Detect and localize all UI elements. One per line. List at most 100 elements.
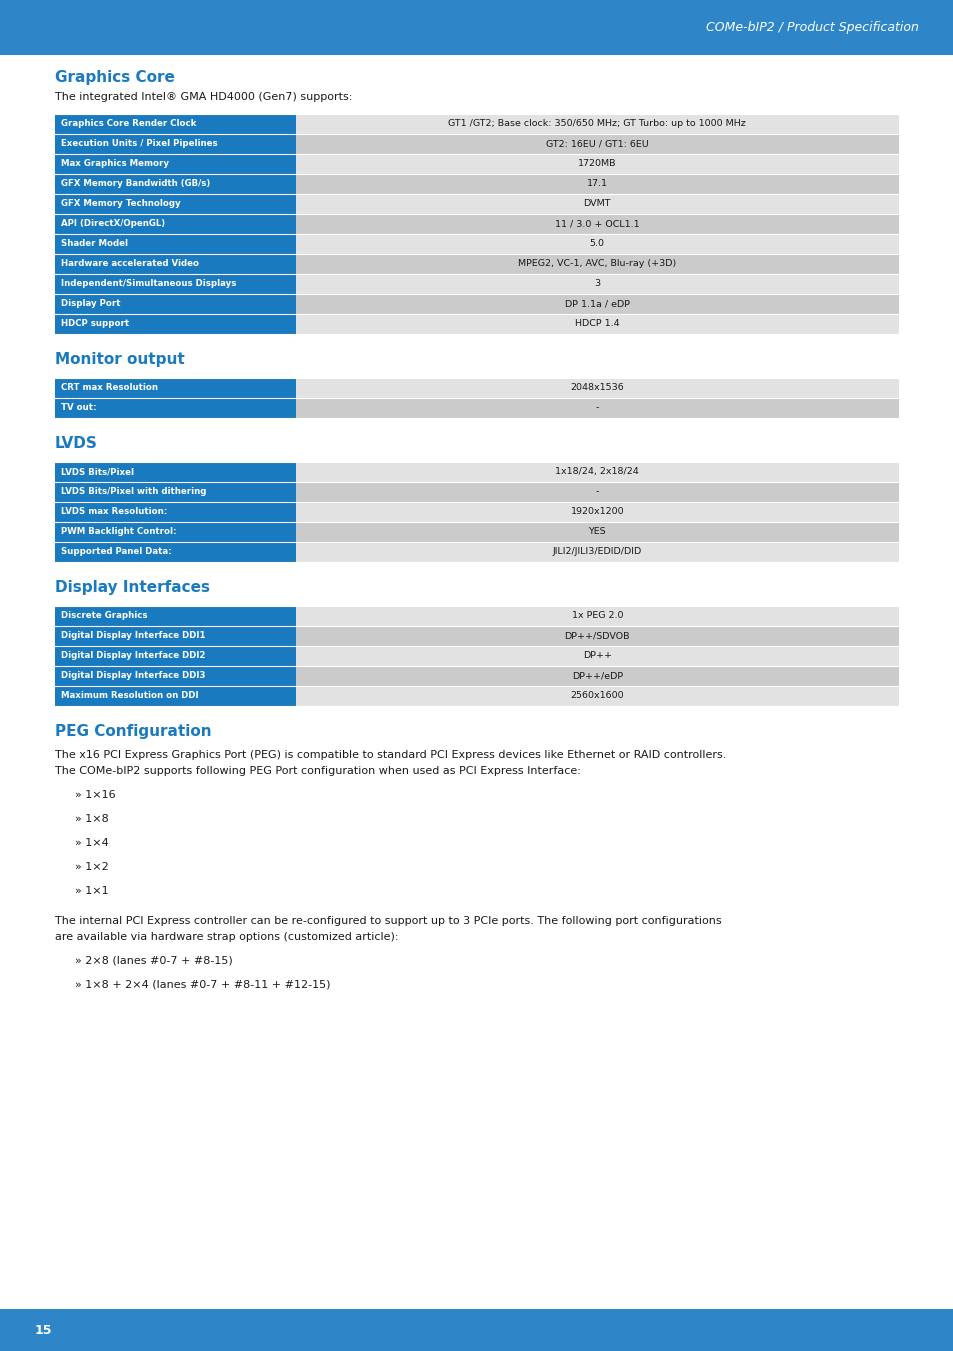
Bar bbox=[55, 542, 295, 562]
Bar bbox=[55, 195, 295, 213]
Text: 1x PEG 2.0: 1x PEG 2.0 bbox=[571, 612, 622, 620]
Text: Maximum Resolution on DDI: Maximum Resolution on DDI bbox=[61, 692, 198, 701]
Bar bbox=[295, 154, 898, 174]
Text: 17.1: 17.1 bbox=[586, 180, 607, 189]
Text: CRT max Resolution: CRT max Resolution bbox=[61, 384, 158, 393]
Bar bbox=[295, 378, 898, 399]
Bar bbox=[295, 482, 898, 503]
Bar bbox=[55, 113, 295, 134]
Text: LVDS max Resolution:: LVDS max Resolution: bbox=[61, 508, 167, 516]
Text: The internal PCI Express controller can be re-configured to support up to 3 PCIe: The internal PCI Express controller can … bbox=[55, 916, 720, 925]
Text: » 1×16: » 1×16 bbox=[75, 790, 115, 800]
Text: GT2: 16EU / GT1: 6EU: GT2: 16EU / GT1: 6EU bbox=[545, 139, 648, 149]
Text: DP++/SDVOB: DP++/SDVOB bbox=[564, 631, 629, 640]
Text: » 1×8: » 1×8 bbox=[75, 815, 109, 824]
Text: LVDS: LVDS bbox=[55, 436, 98, 451]
Text: 15: 15 bbox=[35, 1324, 52, 1336]
Text: The integrated Intel® GMA HD4000 (Gen7) supports:: The integrated Intel® GMA HD4000 (Gen7) … bbox=[55, 92, 352, 101]
Text: Shader Model: Shader Model bbox=[61, 239, 128, 249]
Text: HDCP 1.4: HDCP 1.4 bbox=[575, 319, 618, 328]
Bar bbox=[295, 313, 898, 334]
Bar bbox=[55, 399, 295, 417]
Text: -: - bbox=[595, 404, 598, 412]
Text: LVDS Bits/Pixel: LVDS Bits/Pixel bbox=[61, 467, 133, 477]
Bar bbox=[295, 195, 898, 213]
Text: 2560x1600: 2560x1600 bbox=[570, 692, 623, 701]
Bar bbox=[295, 607, 898, 626]
Bar bbox=[55, 174, 295, 195]
Text: Max Graphics Memory: Max Graphics Memory bbox=[61, 159, 169, 169]
Bar bbox=[295, 213, 898, 234]
Text: The COMe-bIP2 supports following PEG Port configuration when used as PCI Express: The COMe-bIP2 supports following PEG Por… bbox=[55, 766, 580, 775]
Text: 11 / 3.0 + OCL1.1: 11 / 3.0 + OCL1.1 bbox=[555, 219, 639, 228]
Bar bbox=[55, 295, 295, 313]
Bar bbox=[55, 213, 295, 234]
Bar bbox=[55, 521, 295, 542]
Bar bbox=[295, 274, 898, 295]
Bar bbox=[55, 313, 295, 334]
Bar bbox=[55, 274, 295, 295]
Text: Execution Units / Pixel Pipelines: Execution Units / Pixel Pipelines bbox=[61, 139, 217, 149]
Text: DP 1.1a / eDP: DP 1.1a / eDP bbox=[564, 300, 629, 308]
Bar bbox=[295, 666, 898, 686]
Text: The x16 PCI Express Graphics Port (PEG) is compatible to standard PCI Express de: The x16 PCI Express Graphics Port (PEG) … bbox=[55, 750, 725, 761]
Bar bbox=[55, 462, 295, 482]
Bar bbox=[295, 686, 898, 707]
Text: TV out:: TV out: bbox=[61, 404, 96, 412]
Bar bbox=[55, 646, 295, 666]
Bar bbox=[295, 462, 898, 482]
Bar bbox=[55, 154, 295, 174]
Text: Display Port: Display Port bbox=[61, 300, 120, 308]
Text: 1720MB: 1720MB bbox=[578, 159, 616, 169]
Bar bbox=[295, 254, 898, 274]
Bar bbox=[295, 399, 898, 417]
Bar bbox=[0, 1309, 953, 1351]
Bar bbox=[295, 134, 898, 154]
Text: COMe-bIP2 / Product Specification: COMe-bIP2 / Product Specification bbox=[705, 22, 918, 34]
Text: 5.0: 5.0 bbox=[589, 239, 604, 249]
Text: 3: 3 bbox=[594, 280, 599, 289]
Bar bbox=[55, 234, 295, 254]
Bar bbox=[295, 646, 898, 666]
Text: Display Interfaces: Display Interfaces bbox=[55, 580, 210, 594]
Text: DVMT: DVMT bbox=[583, 200, 610, 208]
Text: 1920x1200: 1920x1200 bbox=[570, 508, 623, 516]
Bar bbox=[55, 686, 295, 707]
Text: Digital Display Interface DDI3: Digital Display Interface DDI3 bbox=[61, 671, 205, 681]
Text: -: - bbox=[595, 488, 598, 497]
Bar bbox=[295, 295, 898, 313]
Text: Graphics Core Render Clock: Graphics Core Render Clock bbox=[61, 119, 196, 128]
Bar bbox=[55, 134, 295, 154]
Bar bbox=[55, 503, 295, 521]
Text: PWM Backlight Control:: PWM Backlight Control: bbox=[61, 527, 176, 536]
Text: Independent/Simultaneous Displays: Independent/Simultaneous Displays bbox=[61, 280, 236, 289]
Text: 2048x1536: 2048x1536 bbox=[570, 384, 623, 393]
Text: PEG Configuration: PEG Configuration bbox=[55, 724, 212, 739]
Bar bbox=[295, 113, 898, 134]
Text: Digital Display Interface DDI1: Digital Display Interface DDI1 bbox=[61, 631, 205, 640]
Text: » 1×8 + 2×4 (lanes #0-7 + #8-11 + #12-15): » 1×8 + 2×4 (lanes #0-7 + #8-11 + #12-15… bbox=[75, 979, 330, 990]
Text: GFX Memory Technology: GFX Memory Technology bbox=[61, 200, 180, 208]
Text: GT1 /GT2; Base clock: 350/650 MHz; GT Turbo: up to 1000 MHz: GT1 /GT2; Base clock: 350/650 MHz; GT Tu… bbox=[448, 119, 745, 128]
Text: » 2×8 (lanes #0-7 + #8-15): » 2×8 (lanes #0-7 + #8-15) bbox=[75, 957, 233, 966]
Text: Supported Panel Data:: Supported Panel Data: bbox=[61, 547, 172, 557]
Bar bbox=[295, 521, 898, 542]
Text: » 1×2: » 1×2 bbox=[75, 862, 109, 871]
Text: Digital Display Interface DDI2: Digital Display Interface DDI2 bbox=[61, 651, 205, 661]
Bar bbox=[295, 626, 898, 646]
Bar bbox=[55, 378, 295, 399]
Bar bbox=[0, 0, 953, 55]
Bar bbox=[295, 503, 898, 521]
Text: DP++: DP++ bbox=[582, 651, 611, 661]
Text: API (DirectX/OpenGL): API (DirectX/OpenGL) bbox=[61, 219, 165, 228]
Text: are available via hardware strap options (customized article):: are available via hardware strap options… bbox=[55, 932, 398, 942]
Text: » 1×4: » 1×4 bbox=[75, 838, 109, 848]
Text: YES: YES bbox=[588, 527, 605, 536]
Text: DP++/eDP: DP++/eDP bbox=[571, 671, 622, 681]
Text: GFX Memory Bandwidth (GB/s): GFX Memory Bandwidth (GB/s) bbox=[61, 180, 210, 189]
Bar bbox=[55, 607, 295, 626]
Bar bbox=[55, 666, 295, 686]
Text: LVDS Bits/Pixel with dithering: LVDS Bits/Pixel with dithering bbox=[61, 488, 206, 497]
Text: MPEG2, VC-1, AVC, Blu-ray (+3D): MPEG2, VC-1, AVC, Blu-ray (+3D) bbox=[517, 259, 676, 269]
Bar bbox=[55, 254, 295, 274]
